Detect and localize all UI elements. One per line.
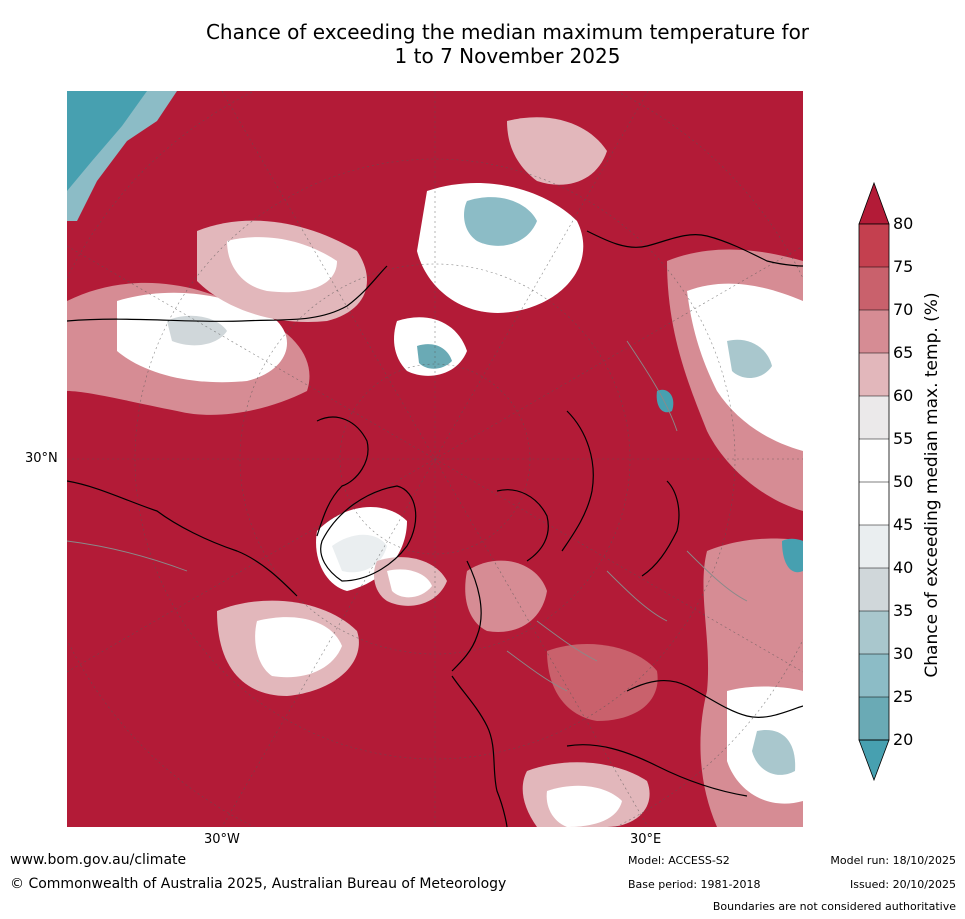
colorbar-tick-40: 40	[893, 558, 914, 577]
colorbar-label: Chance of exceeding median max. temp. (%…	[922, 292, 942, 678]
colorbar-tick-35: 35	[893, 601, 914, 620]
colorbar-tick-55: 55	[893, 429, 914, 448]
copyright-text: © Commonwealth of Australia 2025, Austra…	[10, 876, 507, 892]
issued-text: Issued: 20/10/2025	[849, 878, 956, 891]
colorbar-tick-50: 50	[893, 472, 914, 491]
colorbar-tick-70: 70	[893, 300, 914, 319]
disclaimer-text: Boundaries are not considered authoritat…	[712, 900, 956, 913]
colorbar-tick-80: 80	[893, 214, 914, 233]
model-text: Model: ACCESS-S2	[628, 854, 730, 867]
website-link[interactable]: www.bom.gov.au/climate	[10, 852, 187, 868]
title-line-1: Chance of exceeding the median maximum t…	[205, 20, 810, 44]
probability-map[interactable]	[67, 91, 803, 827]
colorbar-tick-60: 60	[893, 386, 914, 405]
colorbar-tick-45: 45	[893, 515, 914, 534]
title-line-2: 1 to 7 November 2025	[394, 44, 621, 68]
colorbar-svg	[858, 181, 890, 782]
lon-label-30e: 30°E	[630, 832, 662, 847]
colorbar-tick-25: 25	[893, 687, 914, 706]
colorbar	[858, 181, 890, 786]
colorbar-tick-65: 65	[893, 343, 914, 362]
colorbar-tick-20: 20	[893, 730, 914, 749]
colorbar-tick-75: 75	[893, 257, 914, 276]
model-run-text: Model run: 18/10/2025	[830, 854, 956, 867]
map-title: Chance of exceeding the median maximum t…	[0, 20, 965, 68]
base-period-text: Base period: 1981-2018	[628, 878, 761, 891]
lat-label-30n: 30°N	[25, 451, 58, 466]
lon-label-30w: 30°W	[204, 832, 240, 847]
colorbar-tick-30: 30	[893, 644, 914, 663]
map-canvas	[67, 91, 803, 827]
